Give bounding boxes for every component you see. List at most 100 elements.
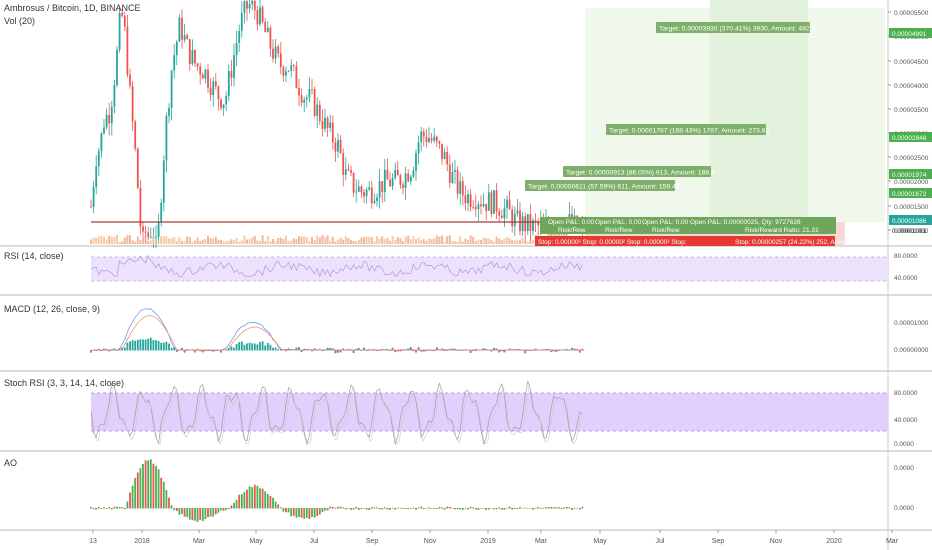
- volume-bar: [503, 238, 506, 244]
- volume-bar: [490, 240, 493, 244]
- volume-bar: [339, 237, 342, 244]
- macd-histogram-bar: [446, 350, 449, 351]
- macd-histogram-bar: [162, 342, 165, 351]
- volume-bar: [373, 241, 376, 244]
- price-marker-label: 0.00001974: [892, 172, 927, 179]
- volume-bar: [477, 239, 480, 244]
- candle-body: [425, 136, 428, 143]
- volume-bar: [225, 241, 228, 244]
- candle-body: [331, 122, 334, 143]
- volume-bar: [422, 238, 425, 244]
- macd-histogram-bar: [235, 343, 238, 351]
- time-axis-label: Nov: [770, 538, 783, 545]
- candle-body: [160, 202, 163, 223]
- volume-bar: [500, 240, 503, 244]
- macd-histogram-bar: [443, 350, 446, 351]
- volume-bar: [274, 241, 277, 244]
- ao-bar: [209, 508, 212, 517]
- macd-histogram-bar: [95, 350, 98, 352]
- candle-body: [253, 0, 256, 11]
- macd-histogram-bar: [131, 340, 134, 351]
- volume-bar: [355, 241, 358, 244]
- candle-body: [194, 49, 196, 64]
- volume-bar: [183, 241, 186, 244]
- macd-histogram-bar: [129, 341, 131, 351]
- ao-bar: [149, 459, 152, 509]
- candle-body: [277, 46, 280, 54]
- volume-bar: [118, 241, 121, 244]
- candle-body: [230, 71, 233, 78]
- candle-body: [461, 181, 464, 196]
- time-axis-label: Jul: [656, 538, 665, 545]
- volume-bar: [170, 238, 173, 244]
- time-axis-label: Mar: [535, 538, 548, 545]
- candle-body: [521, 216, 524, 232]
- ao-bar: [493, 508, 495, 510]
- candle-body: [498, 211, 501, 216]
- candle-body: [417, 142, 420, 154]
- ao-bar: [90, 506, 92, 509]
- target-label-text: Target: 0.00003930 (370.41%) 3930, Amoun…: [659, 26, 816, 33]
- candle-body: [173, 55, 176, 71]
- candle-body: [430, 138, 433, 141]
- ao-bar: [376, 507, 378, 509]
- candle-body: [316, 104, 319, 116]
- ao-bar: [542, 507, 545, 509]
- macd-histogram-bar: [168, 343, 170, 351]
- stop-label-box: [535, 236, 835, 246]
- macd-histogram-bar: [170, 347, 173, 351]
- ao-bar: [396, 507, 399, 509]
- candle-body: [108, 114, 111, 124]
- macd-histogram-bar: [552, 350, 555, 352]
- ao-bar: [168, 497, 170, 509]
- ao-bar: [550, 507, 553, 509]
- candle-body: [142, 226, 144, 232]
- volume-bar: [474, 241, 477, 244]
- volume-bar: [264, 241, 267, 244]
- ao-bar: [110, 508, 113, 510]
- volume-bar: [251, 237, 254, 244]
- volume-bar: [381, 236, 384, 244]
- volume-bar: [131, 240, 134, 244]
- candle-body: [493, 190, 495, 214]
- candle-body: [363, 192, 365, 197]
- macd-histogram-bar: [526, 350, 529, 351]
- ao-bar: [152, 463, 155, 509]
- volume-bar: [389, 240, 391, 244]
- candle-body: [402, 184, 404, 189]
- ao-bar: [337, 506, 339, 509]
- ao-bar: [238, 494, 241, 509]
- price-tick-label: 0.00004000: [894, 83, 929, 90]
- ao-bar: [373, 507, 376, 509]
- volume-bar: [214, 236, 217, 244]
- candle-body: [183, 35, 186, 40]
- candle-body: [378, 181, 381, 198]
- ao-bar: [212, 508, 215, 517]
- volume-bar: [139, 240, 142, 244]
- ao-bar: [129, 492, 131, 509]
- ao-bar: [259, 488, 261, 509]
- macd-histogram-bar: [149, 337, 152, 351]
- candle-body: [474, 206, 477, 210]
- pnl-label-line: Open P&L: 0.00: [595, 219, 642, 226]
- volume-bar: [420, 240, 423, 244]
- volume-bar: [272, 239, 274, 244]
- ao-bar: [264, 491, 267, 509]
- volume-bar: [326, 235, 329, 244]
- ao-axis-label: 0.0000: [894, 465, 914, 472]
- ao-bar: [383, 507, 386, 509]
- ao-bar: [573, 508, 576, 509]
- volume-bar: [329, 240, 332, 244]
- ao-bar: [547, 507, 550, 509]
- ao-bar: [183, 508, 186, 517]
- candle-body: [246, 1, 248, 9]
- candle-body: [149, 236, 152, 238]
- macd-histogram-bar: [238, 342, 241, 351]
- time-axis-label: Sep: [712, 538, 725, 545]
- ao-bar: [394, 508, 397, 510]
- ao-bar: [519, 507, 521, 509]
- ao-bar: [204, 508, 207, 520]
- candle-body: [519, 210, 521, 232]
- candle-body: [199, 66, 202, 75]
